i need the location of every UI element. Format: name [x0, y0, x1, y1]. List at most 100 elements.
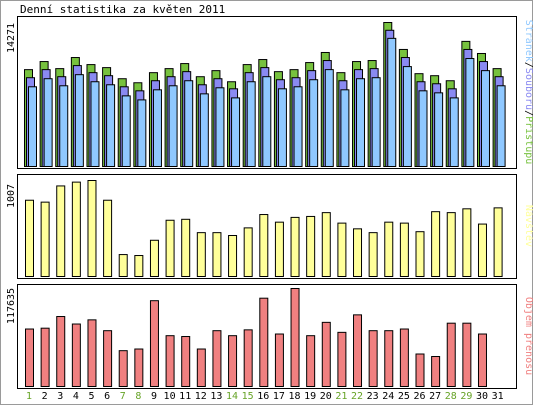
bar-pages-day-21 — [340, 89, 350, 167]
bar-pages-day-17 — [277, 88, 287, 167]
bar-kbytes-day-26 — [415, 353, 425, 388]
bar-visits-day-12 — [196, 232, 206, 277]
bar-visits-day-11 — [181, 218, 191, 278]
bar-visits-day-3 — [56, 185, 66, 277]
bar-pages-day-27 — [434, 92, 444, 167]
panel-1-legend: Stránek/Souborů/Přístupů — [523, 20, 533, 165]
bar-kbytes-day-5 — [87, 319, 97, 388]
x-tick-label-17: 17 — [273, 391, 285, 402]
x-tick-label-11: 11 — [179, 391, 191, 402]
bar-pages-day-6 — [106, 84, 116, 167]
x-tick-label-27: 27 — [429, 391, 441, 402]
bar-visits-day-23 — [368, 232, 378, 277]
x-tick-label-22: 22 — [351, 391, 363, 402]
x-tick-label-21: 21 — [335, 391, 347, 402]
x-tick-label-14: 14 — [226, 391, 238, 402]
x-tick-label-26: 26 — [413, 391, 425, 402]
bar-kbytes-day-9 — [149, 300, 159, 387]
bar-visits-day-16 — [259, 214, 269, 278]
bar-pages-day-4 — [74, 74, 84, 167]
bar-visits-day-29 — [462, 208, 472, 277]
x-tick-label-3: 3 — [57, 391, 63, 402]
bar-pages-day-28 — [449, 97, 459, 167]
bar-pages-day-24 — [387, 37, 397, 168]
x-tick-label-23: 23 — [367, 391, 379, 402]
bar-pages-day-22 — [356, 78, 366, 167]
bar-pages-day-16 — [262, 76, 272, 167]
bar-pages-day-29 — [465, 58, 475, 168]
bar-visits-day-1 — [25, 199, 34, 277]
bar-pages-day-11 — [184, 80, 194, 167]
x-tick-label-29: 29 — [460, 391, 472, 402]
bar-visits-day-22 — [353, 228, 363, 277]
bar-pages-day-25 — [402, 66, 412, 167]
bar-kbytes-day-11 — [181, 336, 191, 387]
x-tick-label-12: 12 — [195, 391, 207, 402]
bar-pages-day-19 — [309, 79, 319, 167]
bar-pages-day-26 — [418, 90, 428, 167]
bar-kbytes-day-18 — [290, 288, 300, 387]
bar-pages-day-18 — [293, 86, 303, 167]
x-tick-label-4: 4 — [73, 391, 79, 402]
legend-part: / — [523, 62, 533, 68]
bar-kbytes-day-14 — [228, 335, 238, 388]
bar-visits-day-17 — [274, 221, 284, 277]
bar-pages-day-5 — [90, 81, 100, 167]
legend-part: Souborů — [523, 68, 533, 110]
bar-visits-day-6 — [103, 199, 113, 277]
bar-kbytes-day-10 — [165, 335, 175, 388]
bar-kbytes-day-30 — [477, 333, 487, 388]
bar-visits-day-10 — [165, 219, 175, 277]
x-tick-label-2: 2 — [42, 391, 48, 402]
bar-kbytes-day-23 — [368, 330, 378, 388]
bar-pages-day-15 — [246, 81, 256, 167]
bar-visits-day-4 — [71, 181, 81, 277]
bar-visits-day-15 — [243, 227, 253, 278]
legend-part: Návštěv — [523, 205, 533, 247]
bar-pages-day-12 — [199, 93, 209, 167]
bar-kbytes-day-3 — [56, 316, 66, 387]
bar-kbytes-day-13 — [212, 330, 222, 388]
x-tick-label-10: 10 — [164, 391, 176, 402]
x-tick-label-18: 18 — [289, 391, 301, 402]
bar-pages-day-8 — [137, 99, 147, 167]
bar-pages-day-14 — [231, 97, 241, 167]
panel-2-legend: Návštěv — [523, 205, 533, 247]
bar-visits-day-25 — [399, 222, 409, 278]
bar-visits-day-14 — [228, 235, 238, 278]
panel-frame-1 — [17, 16, 517, 169]
bar-pages-day-10 — [168, 85, 178, 167]
bar-visits-day-28 — [446, 212, 456, 277]
bar-visits-day-8 — [134, 255, 144, 277]
bar-visits-day-27 — [431, 211, 441, 277]
bar-kbytes-day-21 — [337, 331, 347, 388]
bar-kbytes-day-16 — [259, 297, 269, 388]
legend-part: / — [523, 110, 533, 116]
bar-visits-day-9 — [149, 239, 159, 278]
x-tick-label-13: 13 — [210, 391, 222, 402]
bar-kbytes-day-20 — [321, 321, 331, 387]
panel-frame-2 — [17, 174, 517, 279]
bar-visits-day-5 — [87, 180, 97, 277]
panel-3-ymax-label: 117635 — [6, 288, 17, 324]
bar-kbytes-day-22 — [353, 314, 363, 387]
bar-visits-day-18 — [290, 216, 300, 277]
bar-pages-day-20 — [324, 69, 334, 167]
bar-visits-day-26 — [415, 231, 425, 278]
bar-visits-day-20 — [321, 212, 331, 277]
x-tick-label-19: 19 — [304, 391, 316, 402]
x-tick-label-6: 6 — [104, 391, 110, 402]
x-tick-label-5: 5 — [88, 391, 94, 402]
x-tick-label-1: 1 — [26, 391, 32, 402]
bar-pages-day-23 — [371, 77, 381, 167]
bar-visits-day-7 — [118, 254, 128, 277]
bar-pages-day-3 — [59, 85, 69, 167]
x-tick-label-20: 20 — [320, 391, 332, 402]
x-tick-label-31: 31 — [492, 391, 504, 402]
panel-frame-3 — [17, 284, 517, 389]
legend-part: Stránek — [523, 20, 533, 62]
bar-kbytes-day-19 — [306, 335, 316, 388]
bar-visits-day-24 — [384, 221, 394, 277]
